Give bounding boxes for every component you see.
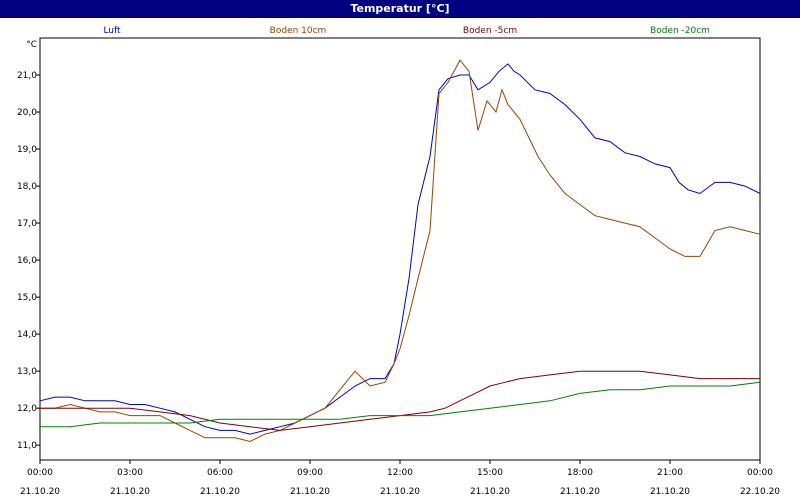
- x-tick-time-label: 15:00: [477, 468, 503, 478]
- y-tick-label: 12,0: [17, 404, 37, 414]
- x-tick-date-label: 21.10.20: [290, 487, 330, 497]
- y-tick-label: 18,0: [17, 182, 37, 192]
- x-tick-date-label: 22.10.20: [740, 487, 780, 497]
- legend-entry: Boden -5cm: [463, 26, 517, 36]
- series-line-luft: [39, 63, 761, 435]
- y-axis-label: °C: [26, 40, 37, 50]
- y-tick-label: 14,0: [17, 330, 37, 340]
- y-tick-label: 15,0: [17, 293, 37, 303]
- legend-layer: Luft Boden 10cm Boden -5cm Boden -20cm: [103, 26, 710, 36]
- x-tick-time-label: 03:00: [117, 468, 143, 478]
- legend-entry: Luft: [103, 26, 121, 36]
- series-line-boden-10cm: [40, 59, 761, 443]
- axes-layer: 11,0 12,0 13,0 14,0 15,0 16,0 17,0 18,0 19,0 20,0…: [17, 37, 780, 497]
- series-line-boden-5cm: [40, 370, 760, 431]
- x-tick-time-label: 21:00: [657, 468, 683, 478]
- x-tick-date-label: 21.10.20: [470, 487, 510, 497]
- y-tick-label: 20,0: [17, 108, 37, 118]
- x-tick-date-label: 21.10.20: [200, 487, 240, 497]
- x-tick-time-label: 12:00: [387, 468, 413, 478]
- legend-entry: Boden -20cm: [650, 26, 710, 36]
- y-tick-label: 11,0: [17, 441, 37, 451]
- series-layer: [39, 59, 761, 443]
- y-tick-label: 21,0: [17, 71, 37, 81]
- x-tick-date-label: 21.10.20: [560, 487, 600, 497]
- x-tick-date-label: 21.10.20: [20, 487, 60, 497]
- y-tick-label: 16,0: [17, 256, 37, 266]
- chart-title: Temperatur [°C]: [0, 0, 800, 18]
- y-tick-label: 13,0: [17, 367, 37, 377]
- temperature-chart: 11,0 12,0 13,0 14,0 15,0 16,0 17,0 18,0 19,0 20,0…: [17, 26, 780, 497]
- x-tick-time-label: 00:00: [27, 468, 53, 478]
- series-line-boden-20cm: [40, 381, 761, 428]
- x-tick-time-label: 18:00: [567, 468, 593, 478]
- x-tick-time-label: 09:00: [297, 468, 323, 478]
- x-tick-date-label: 21.10.20: [380, 487, 420, 497]
- x-tick-date-label: 21.10.20: [110, 487, 150, 497]
- x-tick-date-label: 21.10.20: [650, 487, 690, 497]
- y-tick-label: 17,0: [17, 219, 37, 229]
- y-tick-label: 19,0: [17, 145, 37, 155]
- legend-entry: Boden 10cm: [270, 26, 327, 36]
- plot-frame: [39, 37, 761, 461]
- x-tick-time-label: 00:00: [747, 468, 773, 478]
- x-tick-time-label: 06:00: [207, 468, 233, 478]
